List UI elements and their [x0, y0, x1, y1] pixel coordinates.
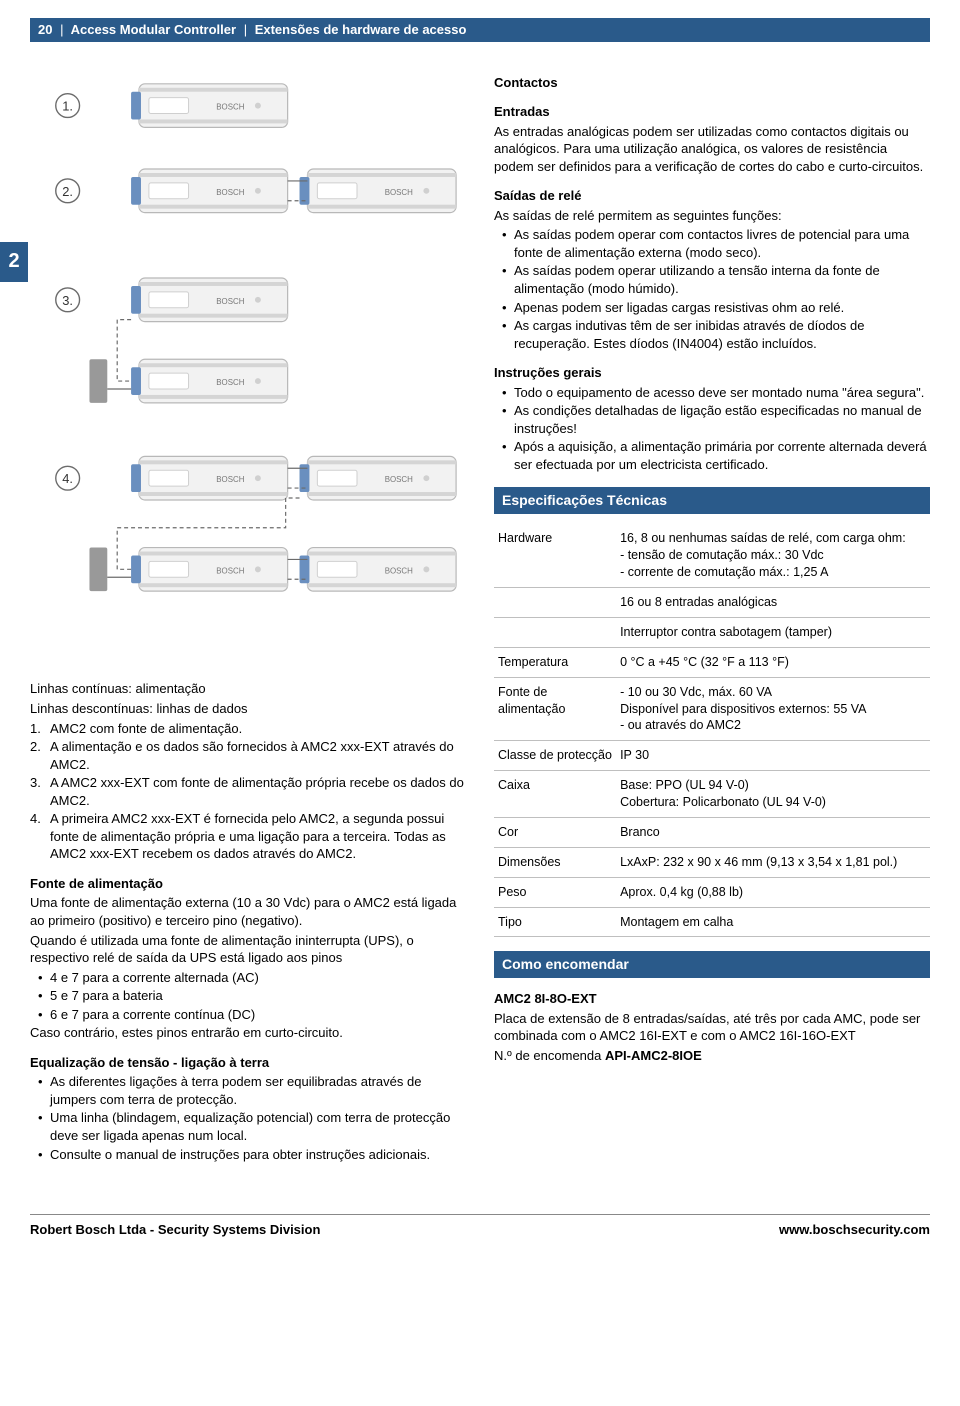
footer-right: www.boschsecurity.com	[779, 1221, 930, 1239]
fonte-bullets: 4 e 7 para a corrente alternada (AC) 5 e…	[30, 969, 466, 1024]
table-row: Temperatura0 °C a +45 °C (32 °F a 113 °F…	[494, 647, 930, 677]
list-item: Todo o equipamento de acesso deve ser mo…	[494, 384, 930, 402]
list-item: As cargas indutivas têm de ser inibidas …	[494, 317, 930, 352]
header-bar: 20 | Access Modular Controller | Extensõ…	[30, 18, 930, 42]
spec-value: Interruptor contra sabotagem (tamper)	[616, 617, 930, 647]
equalizacao-bullets: As diferentes ligações à terra podem ser…	[30, 1073, 466, 1163]
spec-key: Classe de protecção	[494, 741, 616, 771]
chapter-tab: 2	[0, 242, 28, 282]
page-body: 2 BOSCH 1.	[0, 62, 960, 1185]
spec-key: Fonte de alimentação	[494, 677, 616, 741]
spec-key: Tipo	[494, 907, 616, 937]
list-item: Após a aquisição, a alimentação primária…	[494, 438, 930, 473]
spec-value: Aprox. 0,4 kg (0,88 lb)	[616, 877, 930, 907]
list-item: 3.A AMC2 xxx-EXT com fonte de alimentaçã…	[30, 774, 466, 809]
connection-diagram: BOSCH 1. 2. 3.	[30, 62, 466, 676]
ordering-product: AMC2 8I-8O-EXT	[494, 990, 930, 1008]
list-item: 5 e 7 para a bateria	[30, 987, 466, 1005]
spec-value: 16 ou 8 entradas analógicas	[616, 588, 930, 618]
table-row: CaixaBase: PPO (UL 94 V-0) Cobertura: Po…	[494, 771, 930, 818]
spec-key	[494, 617, 616, 647]
fonte-p3: Caso contrário, estes pinos entrarão em …	[30, 1024, 466, 1042]
entradas-title: Entradas	[494, 103, 930, 121]
table-row: 16 ou 8 entradas analógicas	[494, 588, 930, 618]
spec-value: IP 30	[616, 741, 930, 771]
entradas-text: As entradas analógicas podem ser utiliza…	[494, 123, 930, 176]
list-item: As condições detalhadas de ligação estão…	[494, 402, 930, 437]
separator-1: |	[60, 22, 63, 37]
saidas-title: Saídas de relé	[494, 187, 930, 205]
spec-value: Montagem em calha	[616, 907, 930, 937]
diagram-label-2: 2.	[62, 183, 73, 198]
spec-key: Temperatura	[494, 647, 616, 677]
table-row: Fonte de alimentação- 10 ou 30 Vdc, máx.…	[494, 677, 930, 741]
page-number: 20	[38, 22, 52, 37]
spec-key: Cor	[494, 817, 616, 847]
spec-value: Base: PPO (UL 94 V-0) Cobertura: Policar…	[616, 771, 930, 818]
instrucoes-title: Instruções gerais	[494, 364, 930, 382]
table-row: TipoMontagem em calha	[494, 907, 930, 937]
legend-line-2: Linhas descontínuas: linhas de dados	[30, 700, 466, 718]
legend-line-1: Linhas contínuas: alimentação	[30, 680, 466, 698]
list-item: 6 e 7 para a corrente contínua (DC)	[30, 1006, 466, 1024]
header-section: Extensões de hardware de acesso	[255, 22, 467, 37]
table-row: PesoAprox. 0,4 kg (0,88 lb)	[494, 877, 930, 907]
list-item: 1.AMC2 com fonte de alimentação.	[30, 720, 466, 738]
fonte-title: Fonte de alimentação	[30, 875, 466, 893]
table-row: CorBranco	[494, 817, 930, 847]
list-item: Uma linha (blindagem, equalização potenc…	[30, 1109, 466, 1144]
order-code: API-AMC2-8IOE	[605, 1048, 702, 1063]
list-item: As diferentes ligações à terra podem ser…	[30, 1073, 466, 1108]
table-row: Interruptor contra sabotagem (tamper)	[494, 617, 930, 647]
spec-key: Peso	[494, 877, 616, 907]
ordering-code-line: N.º de encomenda API-AMC2-8IOE	[494, 1047, 930, 1065]
left-column: BOSCH 1. 2. 3.	[30, 62, 466, 1165]
table-row: Hardware16, 8 ou nenhumas saídas de relé…	[494, 524, 930, 587]
specs-title: Especificações Técnicas	[494, 487, 930, 514]
footer-left: Robert Bosch Ltda - Security Systems Div…	[30, 1221, 320, 1239]
spec-key: Dimensões	[494, 847, 616, 877]
spec-value: Branco	[616, 817, 930, 847]
spec-key	[494, 588, 616, 618]
spec-value: LxAxP: 232 x 90 x 46 mm (9,13 x 3,54 x 1…	[616, 847, 930, 877]
spec-key: Hardware	[494, 524, 616, 587]
legend-list: 1.AMC2 com fonte de alimentação. 2.A ali…	[30, 720, 466, 863]
spec-value: 16, 8 ou nenhumas saídas de relé, com ca…	[616, 524, 930, 587]
contactos-heading: Contactos	[494, 74, 930, 92]
saidas-intro: As saídas de relé permitem as seguintes …	[494, 207, 930, 225]
equalizacao-title: Equalização de tensão - ligação à terra	[30, 1054, 466, 1072]
fonte-p2: Quando é utilizada uma fonte de alimenta…	[30, 932, 466, 967]
saidas-bullets: As saídas podem operar com contactos liv…	[494, 226, 930, 352]
list-item: Apenas podem ser ligadas cargas resistiv…	[494, 299, 930, 317]
list-item: As saídas podem operar com contactos liv…	[494, 226, 930, 261]
list-item: As saídas podem operar utilizando a tens…	[494, 262, 930, 297]
list-item: 4 e 7 para a corrente alternada (AC)	[30, 969, 466, 987]
spec-value: - 10 ou 30 Vdc, máx. 60 VA Disponível pa…	[616, 677, 930, 741]
instrucoes-bullets: Todo o equipamento de acesso deve ser mo…	[494, 384, 930, 474]
separator-2: |	[244, 22, 247, 37]
footer: Robert Bosch Ltda - Security Systems Div…	[30, 1214, 930, 1259]
table-row: DimensõesLxAxP: 232 x 90 x 46 mm (9,13 x…	[494, 847, 930, 877]
list-item: 4.A primeira AMC2 xxx-EXT é fornecida pe…	[30, 810, 466, 863]
diagram-label-1: 1.	[62, 98, 73, 113]
header-product: Access Modular Controller	[71, 22, 236, 37]
spec-key: Caixa	[494, 771, 616, 818]
diagram-label-3: 3.	[62, 292, 73, 307]
list-item: 2.A alimentação e os dados são fornecido…	[30, 738, 466, 773]
fonte-p1: Uma fonte de alimentação externa (10 a 3…	[30, 894, 466, 929]
table-row: Classe de protecçãoIP 30	[494, 741, 930, 771]
list-item: Consulte o manual de instruções para obt…	[30, 1146, 466, 1164]
spec-value: 0 °C a +45 °C (32 °F a 113 °F)	[616, 647, 930, 677]
diagram-label-4: 4.	[62, 471, 73, 486]
ordering-title: Como encomendar	[494, 951, 930, 978]
right-column: Contactos Entradas As entradas analógica…	[494, 62, 930, 1165]
specs-table: Hardware16, 8 ou nenhumas saídas de relé…	[494, 524, 930, 937]
ordering-desc: Placa de extensão de 8 entradas/saídas, …	[494, 1010, 930, 1045]
